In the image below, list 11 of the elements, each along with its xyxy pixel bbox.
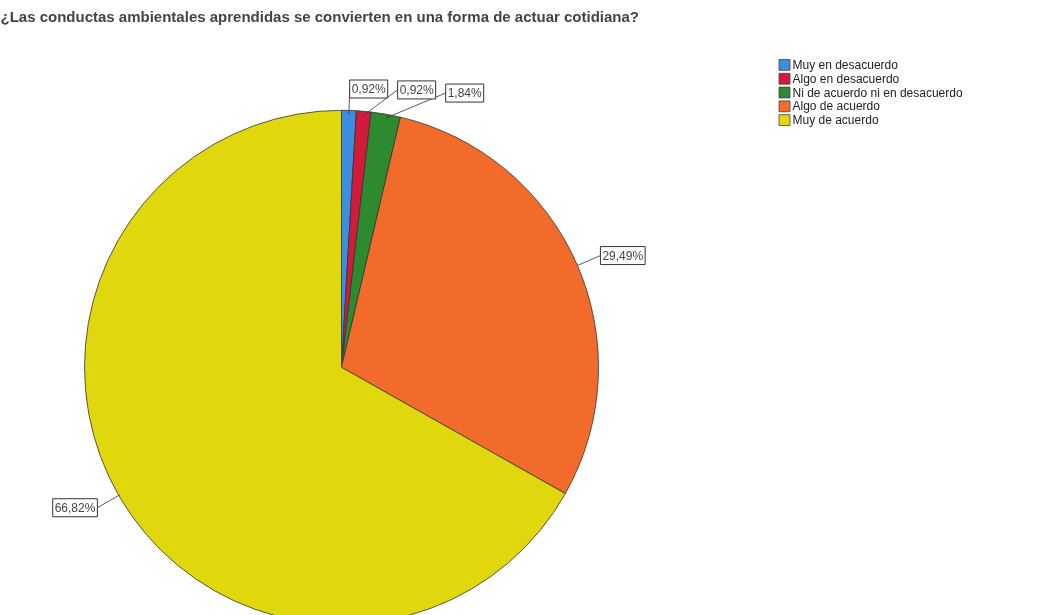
chart-title: ¿Las conductas ambientales aprendidas se convierten en una forma de actuar cotidiana?	[0, 7, 640, 25]
legend-label: Algo de acuerdo	[792, 99, 881, 114]
legend-label: Muy en desacuerdo	[792, 57, 899, 72]
legend-label: Ni de acuerdo ni en desacuerdo	[792, 85, 963, 100]
data-label: 66,82%	[54, 500, 96, 515]
data-label: 29,49%	[602, 248, 644, 263]
data-label: 0,92%	[399, 82, 435, 97]
legend-label: Muy de acuerdo	[792, 113, 879, 128]
data-label: 0,92%	[351, 82, 387, 96]
legend-label: Algo en desacuerdo	[792, 71, 900, 86]
data-label: 1,84%	[447, 86, 483, 101]
